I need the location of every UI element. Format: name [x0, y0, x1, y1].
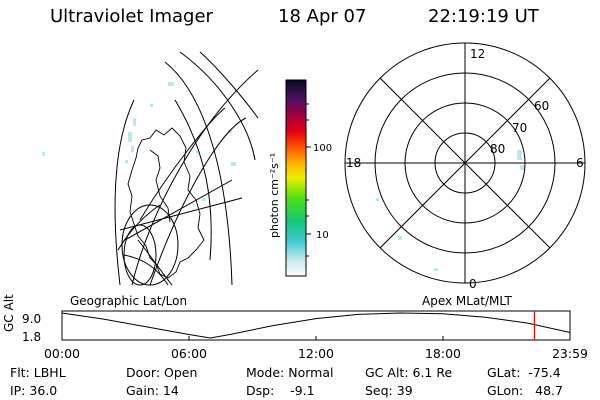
glon-status: GLon: 48.7 — [487, 383, 563, 398]
colorbar-unit-label: photon cm⁻²s⁻¹ — [268, 153, 281, 238]
colorbar-tick-100: 100 — [313, 143, 332, 154]
y-tick-9: 9.0 — [22, 312, 42, 326]
x-tick-marks — [61, 336, 571, 340]
colorbar-tick-10: 10 — [316, 230, 329, 241]
geographic-map — [42, 51, 259, 286]
colorbar: 100 10 photon cm⁻²s⁻¹ — [268, 79, 332, 277]
gc-alt-status: GC Alt: 6.1 Re — [365, 365, 453, 380]
lat-label-70: 70 — [512, 121, 527, 135]
x-tick-label: 18:00 — [424, 346, 462, 361]
door-status: Door: Open — [126, 365, 198, 380]
polar-speckles — [376, 150, 524, 271]
ip-status: IP: 36.0 — [10, 383, 58, 398]
instrument-title: Ultraviolet Imager — [50, 6, 213, 27]
dsp-status: Dsp: -9.1 — [246, 383, 315, 398]
x-tick-label: 00:00 — [43, 346, 81, 361]
mode-status: Mode: Normal — [246, 365, 334, 380]
glat-status: GLat: -75.4 — [487, 365, 561, 380]
mlt-label-18: 18 — [346, 156, 361, 170]
emission-speckles — [42, 82, 236, 201]
lat-label-60: 60 — [534, 99, 549, 113]
mlt-label-6: 6 — [576, 156, 584, 170]
y-axis-label: GC Alt — [2, 294, 16, 332]
mlt-label-0: 0 — [469, 277, 477, 291]
y-tick-1-8: 1.8 — [22, 330, 42, 344]
filter-status: Flt: LBHL — [10, 365, 66, 380]
seq-status: Seq: 39 — [365, 383, 413, 398]
gc-alt-plot — [61, 310, 571, 341]
polar-plot — [344, 42, 586, 284]
polar-labels: 12 18 6 0 60 70 80 — [346, 47, 584, 291]
gain-status: Gain: 14 — [126, 383, 179, 398]
x-tick-label: 12:00 — [297, 346, 335, 361]
mlt-label-12: 12 — [470, 47, 485, 61]
time-label: 22:19:19 UT — [428, 6, 539, 27]
geographic-panel-label: Geographic Lat/Lon — [70, 294, 188, 308]
x-tick-label: 23:59 — [551, 346, 589, 361]
apex-panel-label: Apex MLat/MLT — [422, 294, 512, 308]
series-line-gc-alt — [61, 312, 570, 339]
date-label: 18 Apr 07 — [278, 6, 367, 27]
lat-label-80: 80 — [490, 142, 505, 156]
x-tick-label: 06:00 — [170, 346, 208, 361]
